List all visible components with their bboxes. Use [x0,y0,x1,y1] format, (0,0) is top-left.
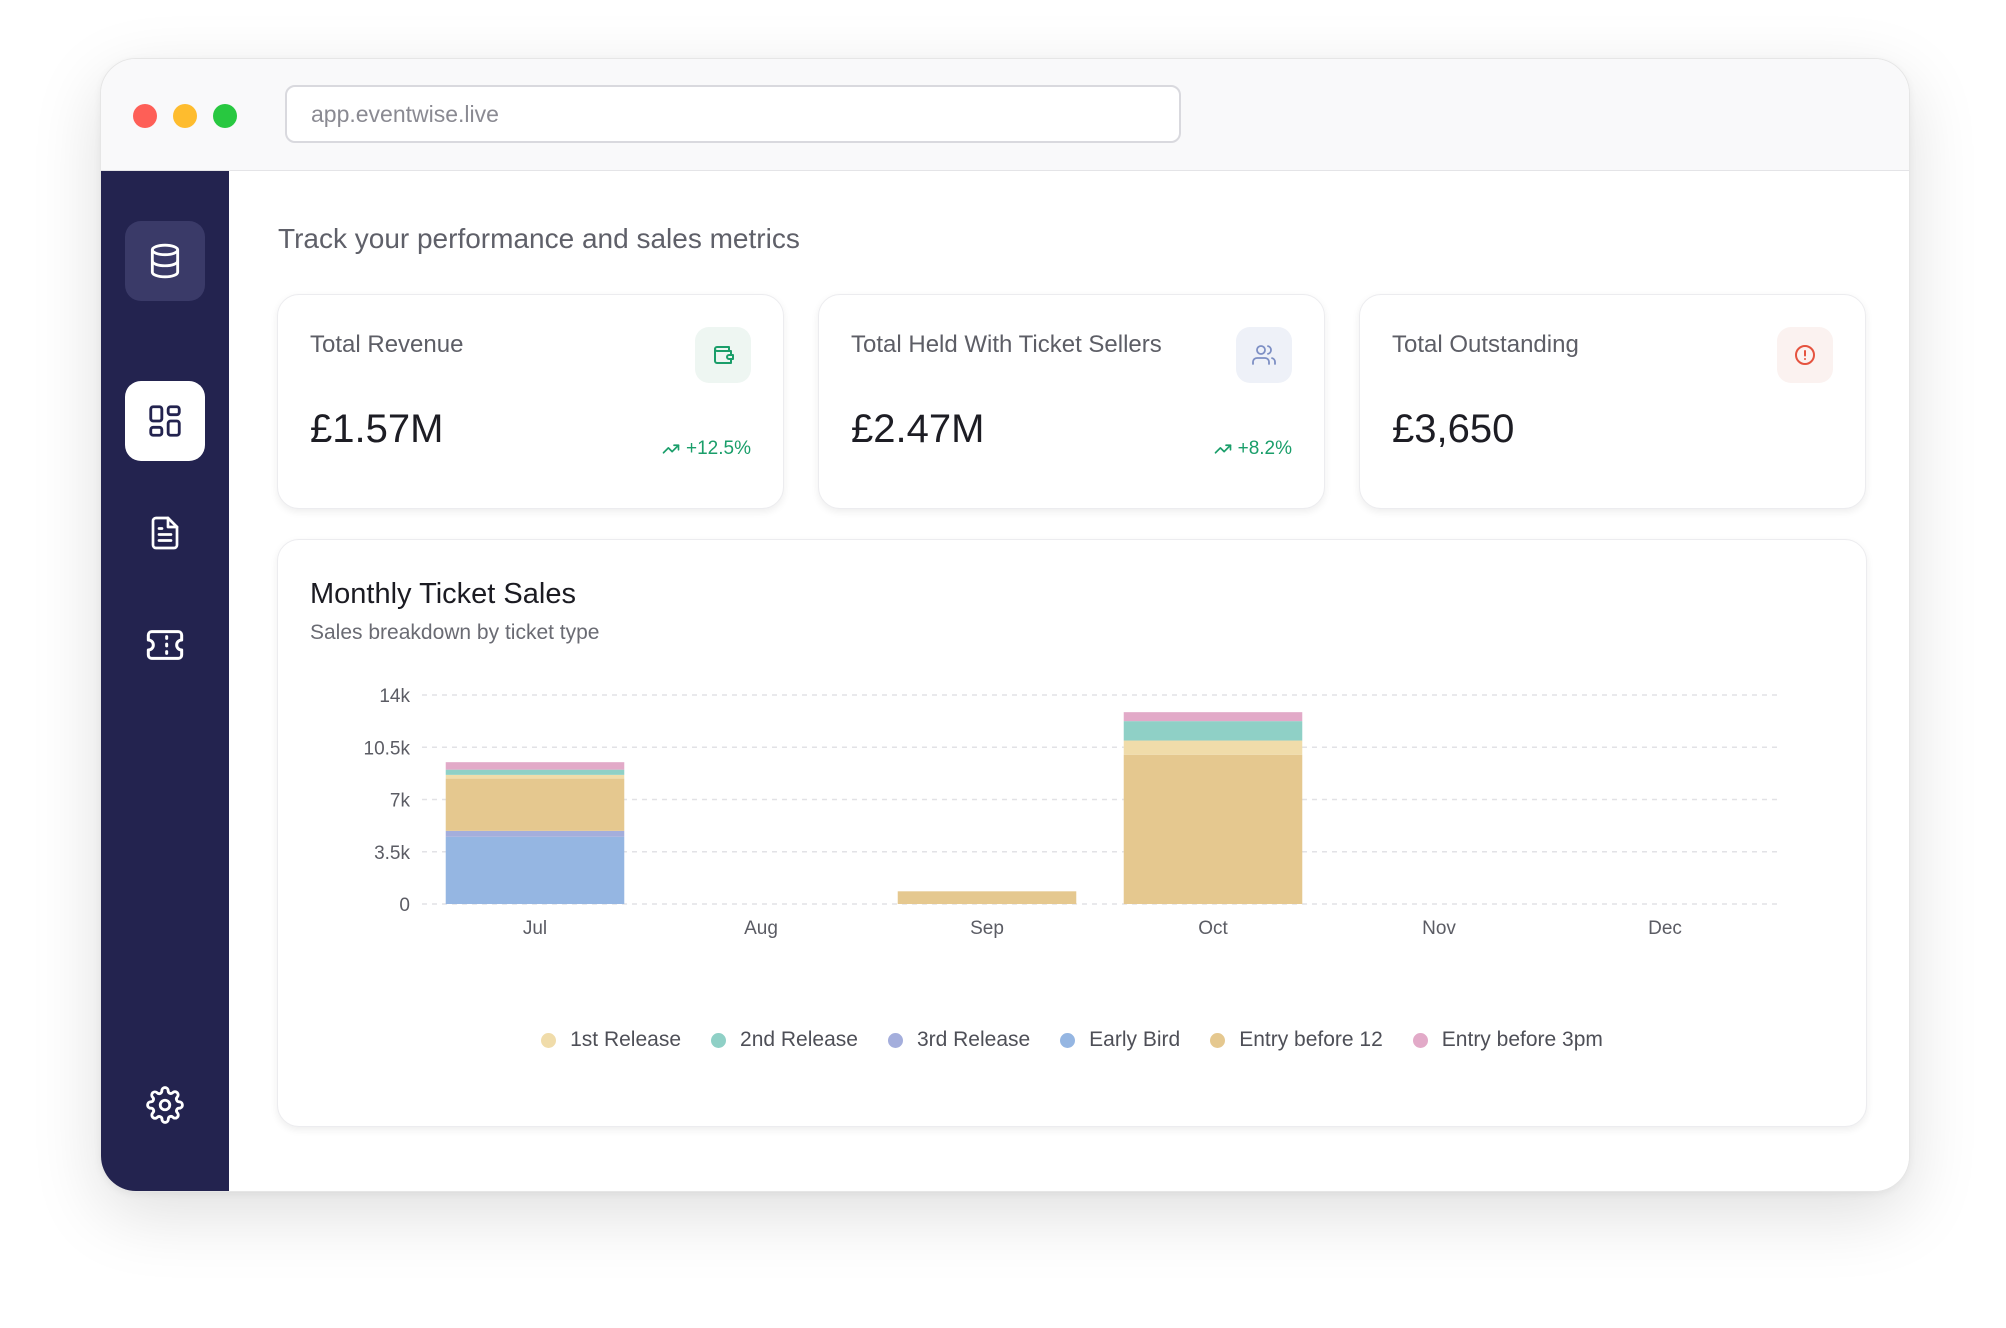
legend-item[interactable]: Early Bird [1060,1028,1180,1052]
sidebar-item-documents[interactable] [125,493,205,573]
stacked-bar-chart: 0 3.5k 7k 10.5k 14k Jul Aug Sep Oct Nov Dec [364,686,1778,939]
bar-segment [1123,712,1303,722]
sidebar [101,171,229,1191]
bar-segment [897,891,1077,904]
legend-label: Early Bird [1089,1028,1181,1051]
wallet-icon [714,346,734,364]
card-icon-container [1777,327,1833,383]
monthly-ticket-sales-card: 0 3.5k 7k 10.5k 14k Jul Aug Sep Oct Nov Dec Monthl… [277,539,1867,1127]
bar-segment [445,778,625,831]
legend-swatch [1060,1032,1076,1048]
card-icon-container [1236,327,1292,383]
legend-label: 1st Release [570,1028,682,1051]
page-subtitle: Track your performance and sales metrics [278,223,800,254]
browser-titlebar: app.eventwise.live [101,59,1909,171]
x-tick-label: Nov [1422,918,1456,939]
sidebar-item-dashboard[interactable] [125,381,205,461]
document-icon [151,516,179,550]
bar-segment [1123,754,1303,904]
legend-swatch [711,1032,727,1048]
total-outstanding-card: Total Outstanding £3,650 [1359,294,1866,509]
database-icon [150,243,180,279]
close-window-button[interactable] [133,104,157,128]
legend-label: Entry before 12 [1239,1028,1383,1051]
bar-segment [445,774,625,779]
total-held-card: Total Held With Ticket Sellers £2.47M +8… [818,294,1325,509]
legend-swatch [541,1032,557,1048]
legend-item[interactable]: 1st Release [541,1028,681,1052]
card-change-value: +12.5% [686,438,751,459]
chart-subtitle: Sales breakdown by ticket type [310,621,600,644]
minimize-window-button[interactable] [173,104,197,128]
users-icon [1252,345,1276,365]
x-tick-label: Sep [970,918,1004,939]
alert-circle-icon [1795,345,1815,365]
y-tick-label: 3.5k [374,843,410,864]
chart-title: Monthly Ticket Sales [310,578,576,610]
card-change-value: +8.2% [1237,438,1292,459]
bar-segment [445,769,625,775]
sidebar-item-tickets[interactable] [125,605,205,685]
legend-item[interactable]: 3rd Release [887,1028,1031,1052]
bar-segment [445,830,625,837]
x-tick-label: Dec [1648,918,1682,939]
bar-segment [1123,721,1303,741]
chart-legend: 1st Release 2nd Release 3rd Release Early B… [278,1028,1866,1052]
card-label: Total Outstanding [1392,331,1579,358]
legend-label: 3rd Release [916,1028,1031,1051]
y-tick-label: 14k [379,686,410,707]
legend-item[interactable]: 2nd Release [711,1028,858,1052]
legend-swatch [887,1032,903,1048]
legend-label: 2nd Release [740,1028,858,1051]
y-tick-label: 10.5k [364,738,411,759]
card-label: Total Revenue [310,331,464,358]
y-tick-label: 0 [399,895,410,916]
legend-label: Entry before 3pm [1441,1028,1603,1051]
x-tick-label: Aug [744,918,778,939]
sidebar-item-settings[interactable] [125,1065,205,1145]
card-label: Total Held With Ticket Sellers [851,331,1162,358]
address-bar[interactable]: app.eventwise.live [285,85,1181,143]
dashboard-grid-icon [149,405,181,437]
card-value: £1.57M [310,407,444,451]
legend-swatch [1210,1032,1226,1048]
y-tick-label: 7k [390,791,411,812]
bar-segment [445,762,625,770]
legend-swatch [1412,1032,1428,1048]
browser-window: app.eventwise.live [100,58,1910,1192]
main-content: Track your performance and sales metrics… [229,171,1909,1191]
bar-segment [445,836,625,904]
card-change: +8.2% [1214,438,1292,460]
card-value: £3,650 [1392,407,1515,451]
total-revenue-card: Total Revenue £1.57M +12.5% [277,294,784,509]
x-tick-label: Oct [1198,918,1228,939]
x-tick-label: Jul [523,918,547,939]
ticket-icon [146,630,184,660]
card-value: £2.47M [851,407,985,451]
legend-item[interactable]: Entry before 3pm [1412,1028,1603,1052]
trending-up-icon [662,444,680,454]
legend-item[interactable]: Entry before 12 [1210,1028,1383,1052]
maximize-window-button[interactable] [213,104,237,128]
sidebar-item-database[interactable] [125,221,205,301]
gear-icon [146,1086,184,1124]
card-change: +12.5% [662,438,751,460]
card-icon-container [695,327,751,383]
bar-segment [1123,740,1303,755]
trending-up-icon [1214,444,1231,454]
